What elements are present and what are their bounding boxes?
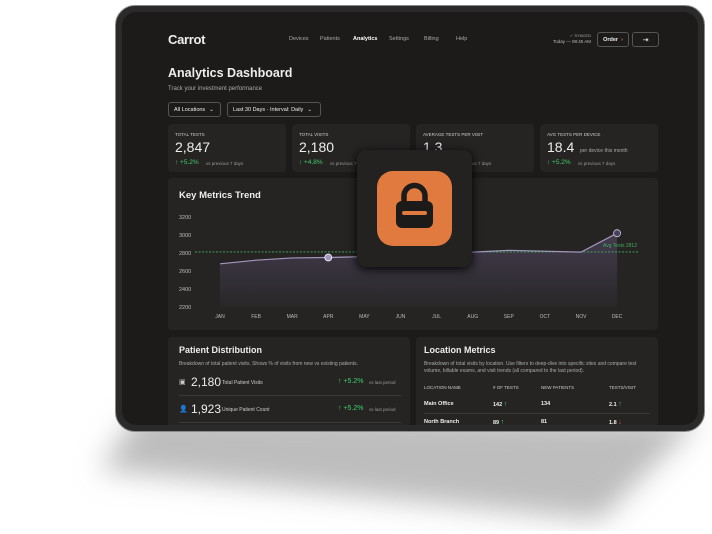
sync-status: ✓ SYNCED (569, 33, 591, 38)
row-value: 2,180 (191, 375, 222, 389)
page-title: Analytics Dashboard (168, 66, 293, 80)
kpi-value: 18.4 (547, 139, 575, 155)
kpi-label: AVERAGE TESTS PER VISIT (423, 132, 484, 137)
x-tick-label: NOV (576, 314, 588, 320)
lock-overlay (357, 150, 472, 267)
table-cell: Main Office (424, 401, 454, 407)
location-card: Location Metrics Breakdown of total visi… (416, 337, 658, 425)
x-tick-label: MAY (359, 314, 370, 320)
kpi-note: vs previous 7 days (578, 160, 616, 166)
x-tick-label: JUN (396, 314, 406, 320)
table-cell: 2.1 ↑ (609, 401, 622, 408)
kpi-card: TOTAL TESTS 2,847 ↑ +5.2% vs previous 7 day… (168, 124, 286, 172)
card-title: Patient Distribution (179, 345, 262, 355)
nav-item[interactable]: Devices (289, 36, 309, 42)
column-header: LOCATION NAME (424, 385, 461, 390)
logo: Carrot (168, 32, 206, 47)
order-label: Order (603, 36, 619, 43)
x-tick-label: MAR (287, 314, 299, 320)
row-divider (179, 422, 401, 423)
x-tick-label: APR (323, 314, 334, 320)
location-filter[interactable]: All Locations ⌄ (168, 102, 221, 117)
sync-time: Today — 08:45 AM (552, 39, 591, 44)
chart-title: Key Metrics Trend (179, 190, 261, 201)
row-icon: 👤 (179, 406, 188, 413)
period-filter[interactable]: Last 30 Days · Interval: Daily ⌄ (227, 102, 321, 117)
table-cell: North Branch (424, 419, 460, 425)
order-button[interactable]: Order › (597, 32, 629, 47)
column-header: TESTS/VISIT (609, 385, 637, 390)
x-tick-label: JAN (215, 314, 225, 320)
card-description: Breakdown of total patient visits. Shows… (179, 361, 358, 367)
row-label: Total Patient Visits (222, 380, 263, 386)
patient-card: Patient Distribution Breakdown of total … (168, 337, 410, 425)
card-title: Location Metrics (424, 345, 496, 355)
table-cell: 89 ↑ (493, 419, 505, 425)
kpi-change: ↑ +4.8% (299, 159, 323, 166)
row-change: ↑ +5.2% (338, 405, 364, 412)
kpi-value: 2,180 (299, 139, 335, 155)
column-header: # OF TESTS (493, 385, 519, 390)
kpi-label: TOTAL TESTS (175, 132, 205, 137)
row-note: vs last period (369, 407, 396, 412)
table-cell: 142 ↑ (493, 401, 508, 408)
y-tick-label: 2600 (179, 269, 191, 275)
page-subtitle: Track your investment performance (168, 86, 263, 92)
kpi-card: AVG TESTS PER DEVICE 18.4 per device this … (540, 124, 658, 172)
filter-label: Last 30 Days · Interval: Daily (233, 106, 304, 113)
y-tick-label: 2200 (179, 305, 191, 311)
order-icon: › (621, 36, 623, 43)
x-tick-label: FEB (251, 314, 261, 320)
kpi-side-note: per device this month (580, 148, 628, 154)
logout-button[interactable]: ⇥ (632, 32, 659, 47)
filter-label: All Locations (174, 106, 206, 113)
x-tick-label: SEP (504, 314, 515, 320)
row-change: ↑ +5.2% (338, 378, 364, 385)
dashboard: Carrot Devices Patients Analytics Settings B… (122, 12, 698, 425)
row-divider (424, 413, 650, 414)
row-divider (179, 395, 401, 396)
nav-item[interactable]: Analytics (353, 36, 378, 42)
reference-label: Avg Tests 2812 (603, 243, 637, 249)
column-header: NEW PATIENTS (541, 385, 575, 390)
nav-item[interactable]: Settings (389, 36, 409, 42)
kpi-change: ↑ +5.2% (547, 159, 571, 166)
row-icon: ▣ (179, 379, 186, 386)
kpi-label: AVG TESTS PER DEVICE (547, 132, 601, 137)
y-tick-label: 3200 (179, 215, 191, 221)
y-tick-label: 2800 (179, 251, 191, 257)
nav-item[interactable]: Help (456, 36, 468, 42)
kpi-note: vs previous 7 days (206, 160, 244, 166)
highlight-point (324, 253, 333, 262)
kpi-value: 2,847 (175, 139, 211, 155)
nav-item[interactable]: Billing (424, 36, 439, 42)
x-tick-label: DEC (612, 314, 623, 320)
highlight-point (613, 229, 621, 238)
lock-icon (377, 171, 452, 246)
x-tick-label: OCT (540, 314, 551, 320)
nav-item[interactable]: Patients (320, 36, 340, 42)
kpi-note: vs previous 7 days (330, 160, 368, 166)
card-description: Breakdown of total visits by location. U… (424, 361, 637, 374)
screen: Carrot Devices Patients Analytics Settings B… (122, 12, 698, 425)
table-cell: 1.8 ↓ (609, 419, 622, 425)
y-tick-label: 2400 (179, 287, 191, 293)
kpi-note: vs previous 7 days (454, 160, 492, 166)
table-cell: 81 (541, 419, 548, 425)
row-value: 1,923 (191, 402, 222, 416)
x-tick-label: AUG (467, 314, 478, 320)
x-tick-label: JUL (432, 314, 441, 320)
y-tick-label: 3000 (179, 233, 191, 239)
table-cell: 134 (541, 401, 551, 407)
kpi-label: TOTAL VISITS (299, 132, 329, 137)
kpi-change: ↑ +5.2% (175, 159, 199, 166)
row-label: Unique Patient Count (222, 407, 270, 413)
row-note: vs last period (369, 380, 396, 385)
